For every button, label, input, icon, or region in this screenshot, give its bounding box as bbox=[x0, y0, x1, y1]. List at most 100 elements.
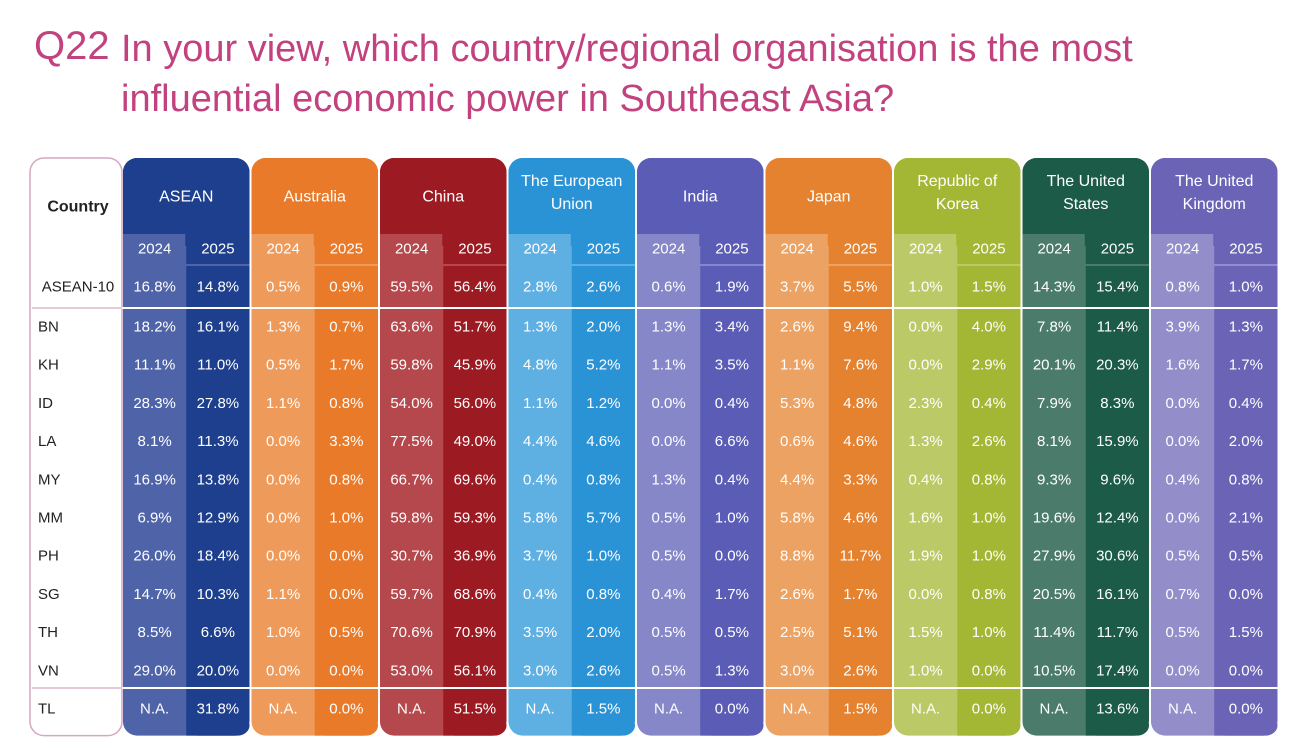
year-cell bbox=[1151, 234, 1214, 264]
value-cell: 2.0% bbox=[1229, 433, 1263, 450]
value-cell: 0.0% bbox=[909, 357, 943, 374]
value-cell: 29.0% bbox=[133, 662, 176, 679]
value-cell: 1.5% bbox=[972, 279, 1006, 296]
column-2025-base-fill bbox=[1214, 715, 1264, 736]
value-cell: 0.5% bbox=[652, 510, 686, 527]
row-label-la: LA bbox=[38, 433, 56, 450]
year-cell bbox=[443, 234, 507, 264]
value-cell: 5.8% bbox=[780, 510, 814, 527]
value-cell: 20.3% bbox=[1096, 357, 1139, 374]
value-cell: 3.5% bbox=[523, 624, 557, 641]
value-cell: 1.2% bbox=[586, 395, 620, 412]
value-cell: 68.6% bbox=[454, 586, 497, 603]
value-cell: 4.8% bbox=[843, 395, 877, 412]
year-label-2024: 2024 bbox=[266, 241, 299, 258]
value-cell: 0.0% bbox=[652, 433, 686, 450]
value-cell: 10.3% bbox=[197, 586, 240, 603]
value-cell: 5.7% bbox=[586, 510, 620, 527]
group-label-japan: Japan bbox=[807, 189, 851, 206]
value-cell: 77.5% bbox=[390, 433, 433, 450]
value-cell: 19.6% bbox=[1033, 510, 1076, 527]
group-label-the-united-states: The United States bbox=[1047, 173, 1125, 213]
value-cell: 59.3% bbox=[454, 510, 497, 527]
value-cell: 0.0% bbox=[1166, 662, 1200, 679]
year-label-2024: 2024 bbox=[395, 241, 428, 258]
year-label-2025: 2025 bbox=[715, 241, 748, 258]
group-label-china: China bbox=[422, 189, 464, 206]
value-cell: 14.7% bbox=[133, 586, 176, 603]
group-header-base-japan bbox=[765, 228, 892, 236]
value-cell: 0.0% bbox=[329, 701, 363, 718]
value-cell: 0.0% bbox=[1229, 586, 1263, 603]
value-cell: 28.3% bbox=[133, 395, 176, 412]
year-cell bbox=[637, 234, 700, 264]
value-cell: 0.0% bbox=[329, 586, 363, 603]
value-cell: 9.6% bbox=[1100, 471, 1134, 488]
column-2025-base-fill bbox=[828, 715, 878, 736]
value-cell: 66.7% bbox=[390, 471, 433, 488]
value-cell: 0.4% bbox=[1229, 395, 1263, 412]
value-cell: N.A. bbox=[140, 701, 169, 718]
value-cell: 59.5% bbox=[390, 279, 433, 296]
value-cell: 12.4% bbox=[1096, 510, 1139, 527]
value-cell: 56.0% bbox=[454, 395, 497, 412]
value-cell: 13.8% bbox=[197, 471, 240, 488]
value-cell: 0.8% bbox=[1229, 471, 1263, 488]
value-cell: 1.1% bbox=[266, 586, 300, 603]
value-cell: 0.0% bbox=[329, 662, 363, 679]
column-2025-base-fill bbox=[700, 715, 750, 736]
value-cell: 1.0% bbox=[329, 510, 363, 527]
value-cell: 1.3% bbox=[652, 319, 686, 336]
value-cell: 1.0% bbox=[972, 624, 1006, 641]
group-header-base-the-united-kingdom bbox=[1151, 228, 1278, 236]
value-cell: 69.6% bbox=[454, 471, 497, 488]
value-cell: 0.0% bbox=[909, 586, 943, 603]
value-cell: 0.7% bbox=[1166, 586, 1200, 603]
group-header-base-australia bbox=[251, 228, 378, 236]
value-cell: 2.5% bbox=[780, 624, 814, 641]
value-cell: 0.4% bbox=[715, 395, 749, 412]
value-cell: N.A. bbox=[397, 701, 426, 718]
value-cell: 3.0% bbox=[780, 662, 814, 679]
row-label-my: MY bbox=[38, 471, 61, 488]
column-2025-base-fill bbox=[957, 715, 1007, 736]
value-cell: 8.5% bbox=[138, 624, 172, 641]
value-cell: 0.5% bbox=[652, 662, 686, 679]
value-cell: 0.0% bbox=[1229, 701, 1263, 718]
value-cell: 4.8% bbox=[523, 357, 557, 374]
group-header-republic-of-korea bbox=[894, 158, 1021, 246]
year-label-2025: 2025 bbox=[972, 241, 1005, 258]
value-cell: 4.0% bbox=[972, 319, 1006, 336]
question-header: Q22 In your view, which country/regional… bbox=[0, 0, 1301, 150]
value-cell: 1.7% bbox=[715, 586, 749, 603]
year-label-2025: 2025 bbox=[1229, 241, 1262, 258]
value-cell: 1.5% bbox=[1229, 624, 1263, 641]
value-cell: 1.5% bbox=[586, 701, 620, 718]
value-cell: 4.6% bbox=[843, 510, 877, 527]
value-cell: 1.0% bbox=[266, 624, 300, 641]
question-number: Q22 bbox=[34, 24, 110, 68]
value-cell: 59.8% bbox=[390, 510, 433, 527]
value-cell: 6.6% bbox=[201, 624, 235, 641]
value-cell: 1.1% bbox=[266, 395, 300, 412]
group-header-asean bbox=[123, 158, 250, 246]
value-cell: 0.8% bbox=[1166, 279, 1200, 296]
value-cell: N.A. bbox=[911, 701, 940, 718]
year-cell bbox=[508, 234, 571, 264]
value-cell: 3.3% bbox=[843, 471, 877, 488]
value-cell: 0.0% bbox=[715, 701, 749, 718]
value-cell: 0.0% bbox=[972, 662, 1006, 679]
value-cell: 49.0% bbox=[454, 433, 497, 450]
year-label-2025: 2025 bbox=[458, 241, 491, 258]
value-cell: 1.0% bbox=[1229, 279, 1263, 296]
value-cell: 1.3% bbox=[909, 433, 943, 450]
year-cell bbox=[700, 234, 764, 264]
group-header-base-china bbox=[380, 228, 507, 236]
value-cell: 3.9% bbox=[1166, 319, 1200, 336]
value-cell: 4.4% bbox=[523, 433, 557, 450]
column-2025-base-fill bbox=[571, 715, 621, 736]
value-cell: 17.4% bbox=[1096, 662, 1139, 679]
value-cell: 0.4% bbox=[523, 586, 557, 603]
row-label-vn: VN bbox=[38, 662, 59, 679]
column-2025-india bbox=[700, 266, 764, 722]
